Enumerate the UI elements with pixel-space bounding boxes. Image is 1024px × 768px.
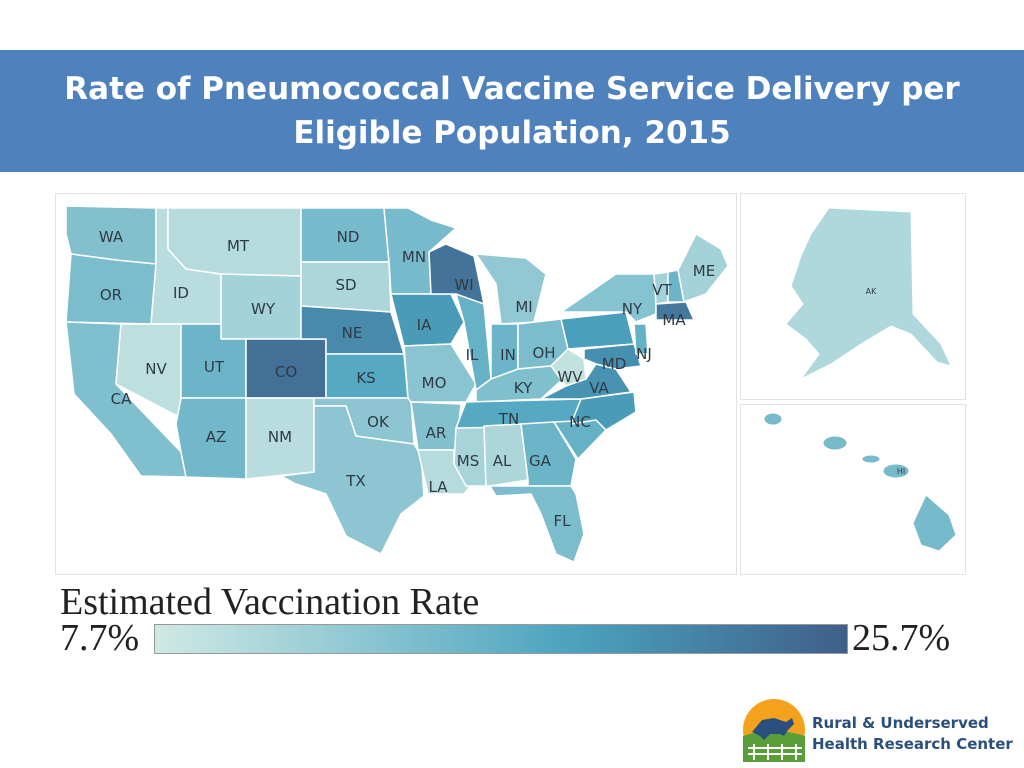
title-banner: Rate of Pneumococcal Vaccine Service Del…	[0, 50, 1024, 172]
state-label-MS: MS	[457, 452, 479, 470]
state-label-AK: AK	[866, 287, 877, 296]
state-label-HI: HI	[897, 467, 905, 476]
state-label-MI: MI	[515, 298, 532, 316]
state-label-LA: LA	[429, 478, 449, 496]
state-FL[interactable]	[489, 485, 585, 563]
map-contiguous-us: WA OR CA ID NV MT WY UT AZ CO NM ND SD N…	[55, 193, 737, 575]
state-NC[interactable]	[570, 391, 637, 431]
state-label-MA: MA	[662, 311, 686, 329]
state-label-MT: MT	[227, 237, 250, 255]
state-label-MO: MO	[422, 374, 447, 392]
logo-text-line1: Rural & Underserved	[812, 714, 989, 732]
state-label-IN: IN	[500, 346, 516, 364]
logo-text-line2: Health Research Center	[812, 735, 1013, 753]
state-HI[interactable]	[763, 412, 957, 552]
organization-logo: Rural & Underserved Health Research Cent…	[740, 696, 1020, 762]
state-WV[interactable]	[550, 348, 587, 387]
state-label-TN: TN	[498, 410, 519, 428]
state-label-ID: ID	[173, 284, 189, 302]
legend-max-label: 25.7%	[852, 617, 951, 659]
state-label-AL: AL	[493, 452, 512, 470]
state-label-IL: IL	[466, 346, 479, 364]
state-label-KS: KS	[356, 369, 375, 387]
state-label-NV: NV	[145, 360, 167, 378]
state-label-ME: ME	[693, 262, 715, 280]
state-label-NY: NY	[622, 300, 643, 318]
state-label-NC: NC	[569, 413, 591, 431]
state-label-ND: ND	[337, 228, 360, 246]
state-label-MN: MN	[402, 248, 426, 266]
page-title: Rate of Pneumococcal Vaccine Service Del…	[64, 71, 960, 151]
state-label-CA: CA	[111, 390, 132, 408]
state-label-VT: VT	[652, 281, 672, 299]
state-label-FL: FL	[554, 512, 572, 530]
state-AL[interactable]	[483, 423, 529, 487]
state-label-VA: VA	[589, 379, 609, 397]
state-label-SD: SD	[335, 276, 356, 294]
state-label-AZ: AZ	[206, 428, 227, 446]
state-label-KY: KY	[514, 379, 533, 397]
state-MA[interactable]	[655, 301, 695, 321]
state-label-OK: OK	[367, 413, 390, 431]
state-label-MD: MD	[602, 355, 627, 373]
state-MD[interactable]	[583, 343, 642, 370]
state-label-OH: OH	[532, 344, 555, 362]
state-label-IA: IA	[417, 316, 432, 334]
state-label-NJ: NJ	[636, 345, 652, 363]
state-label-NM: NM	[268, 428, 292, 446]
state-label-GA: GA	[529, 452, 552, 470]
logo-emblem-icon	[743, 699, 805, 762]
state-label-UT: UT	[204, 358, 225, 376]
legend-min-label: 7.7%	[60, 617, 140, 659]
legend-title: Estimated Vaccination Rate	[60, 581, 480, 623]
state-label-CO: CO	[275, 363, 297, 381]
state-NJ[interactable]	[633, 323, 649, 355]
state-label-WA: WA	[99, 228, 124, 246]
state-label-WY: WY	[251, 300, 276, 318]
state-TX[interactable]	[280, 405, 425, 555]
state-AK[interactable]	[785, 207, 952, 380]
legend-color-scale	[154, 624, 848, 654]
state-label-OR: OR	[100, 286, 122, 304]
state-label-WV: WV	[557, 368, 583, 386]
map-inset-hawaii: HI	[740, 404, 966, 575]
state-label-TX: TX	[345, 472, 365, 490]
state-label-WI: WI	[454, 276, 473, 294]
map-inset-alaska: AK	[740, 193, 966, 400]
state-label-NE: NE	[342, 324, 363, 342]
state-label-AR: AR	[426, 424, 447, 442]
state-MI[interactable]	[475, 253, 547, 325]
